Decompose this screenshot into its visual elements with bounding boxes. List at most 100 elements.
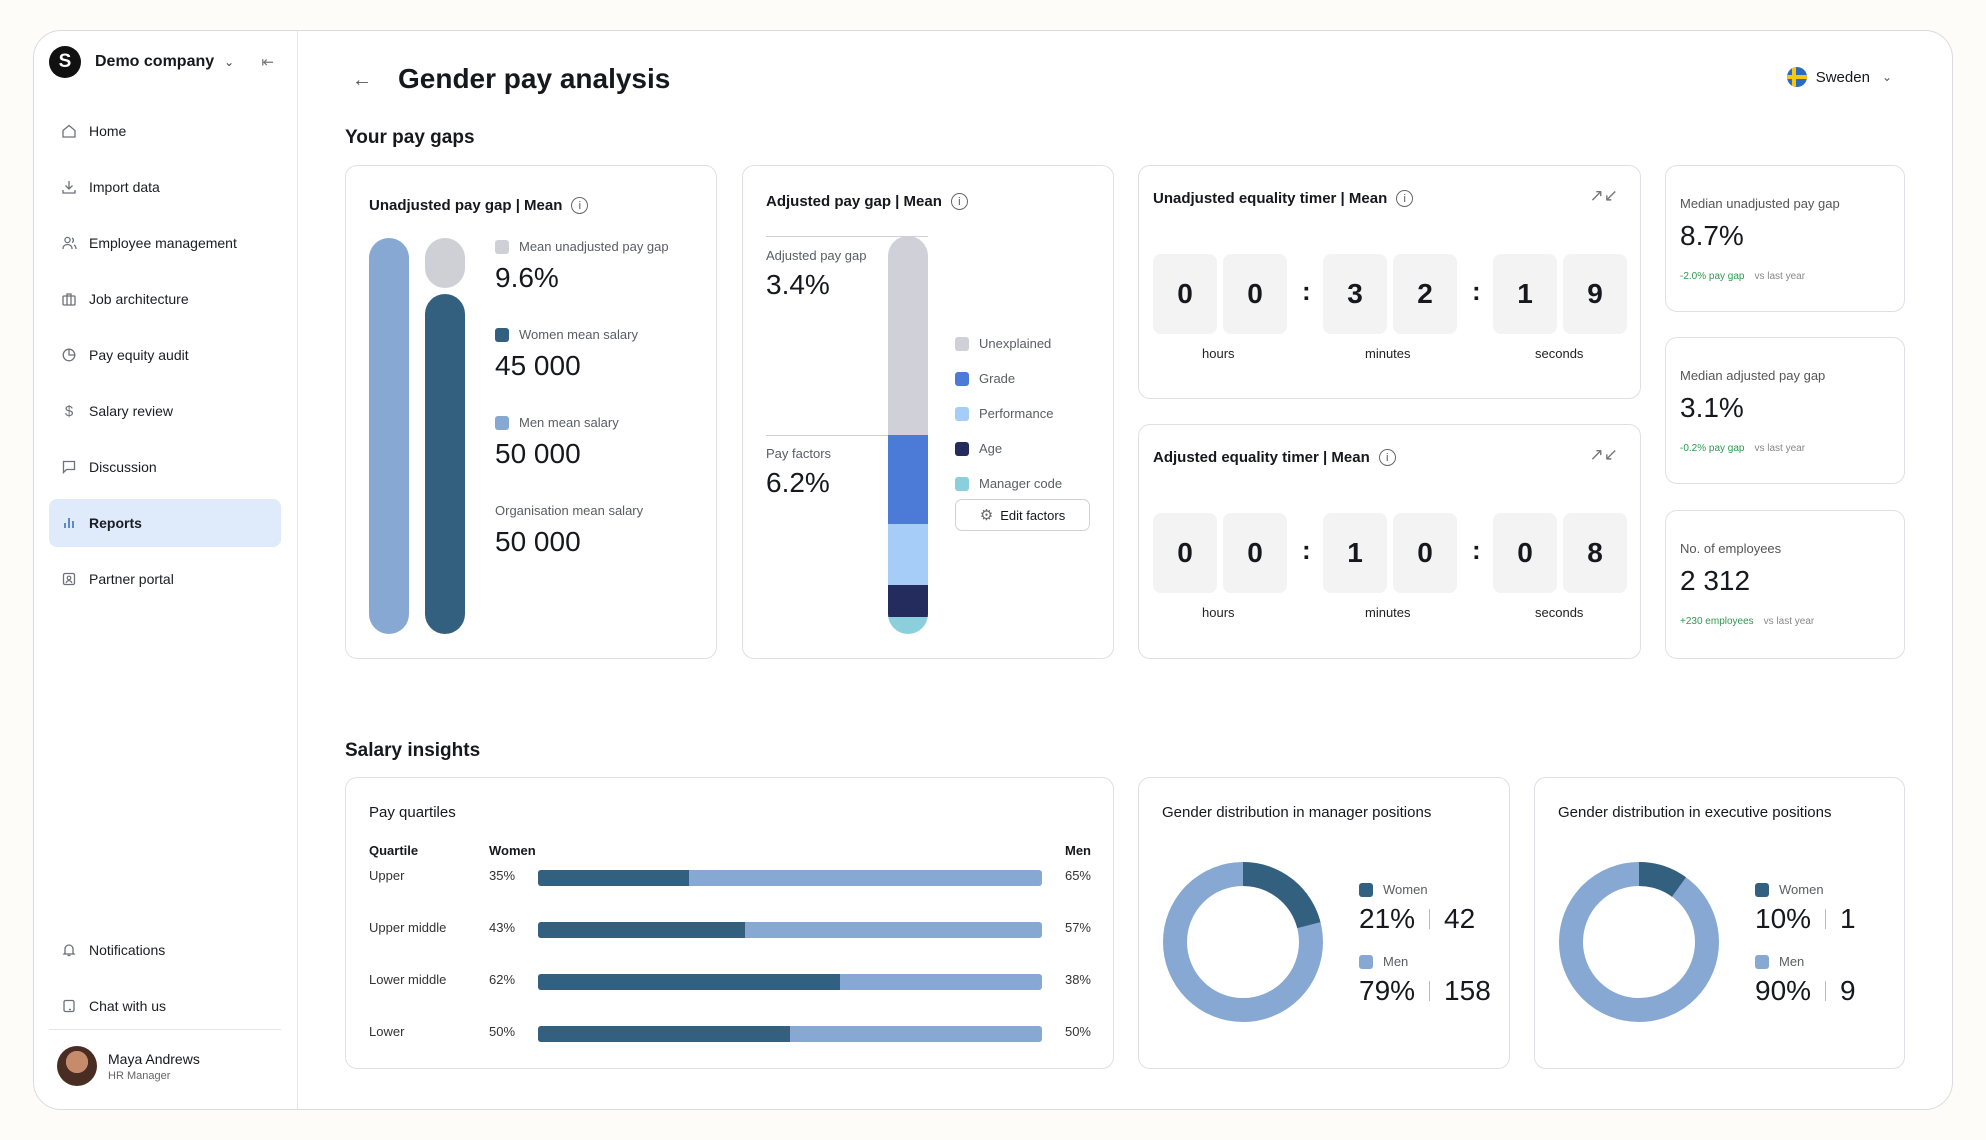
sidebar-item-label: Pay equity audit — [89, 347, 189, 363]
women-share-fill — [538, 870, 690, 886]
user-name: Maya Andrews — [108, 1050, 200, 1067]
timer-digit: 2 — [1393, 254, 1457, 334]
quartile-name: Upper — [369, 868, 405, 883]
timer-separator: : — [1472, 276, 1481, 306]
women-salary-bar — [425, 294, 465, 634]
sidebar-item-reports[interactable]: Reports — [49, 499, 281, 547]
women-percent: 50% — [489, 1024, 516, 1039]
stat-delta: +230 employees vs last year — [1680, 616, 1814, 627]
info-icon[interactable]: i — [1378, 449, 1396, 466]
women-percent: 62% — [489, 972, 516, 987]
sidebar-item-import-data[interactable]: Import data — [49, 163, 281, 211]
men-percent: 79% — [1359, 975, 1416, 1006]
factor-legend: Unexplained Grade Performance Age Manage… — [955, 326, 1062, 501]
sidebar-item-pay-equity-audit[interactable]: Pay equity audit — [49, 331, 281, 379]
women-slice — [1559, 862, 1719, 1022]
legend-swatch — [495, 415, 509, 430]
legend-org-salary: Organisation mean salary 50 000 — [495, 503, 643, 558]
timer-separator: : — [1302, 535, 1311, 565]
card-title: Gender distribution in executive positio… — [1558, 804, 1832, 821]
sidebar-item-chat[interactable]: Chat with us — [49, 982, 281, 1030]
legend-value: 45 000 — [495, 350, 581, 381]
sidebar-item-discussion[interactable]: Discussion — [49, 443, 281, 491]
sidebar-item-label: Notifications — [89, 942, 166, 958]
info-icon[interactable]: i — [1396, 190, 1414, 207]
quartile-row: Lower middle 62% 38% — [346, 972, 1113, 992]
briefcase-icon — [61, 291, 77, 307]
sidebar-item-employee-management[interactable]: Employee management — [49, 219, 281, 267]
info-icon[interactable]: i — [950, 193, 968, 210]
card-title: Unadjusted pay gap | Mean — [369, 197, 563, 214]
info-icon[interactable]: i — [571, 197, 589, 214]
sidebar-item-notifications[interactable]: Notifications — [49, 926, 281, 974]
expand-icon[interactable]: ↗↙ — [1589, 186, 1619, 205]
company-name: Demo company — [95, 53, 215, 70]
edit-factors-button[interactable]: ⚙ Edit factors — [955, 499, 1090, 531]
sidebar-item-label: Salary review — [89, 403, 174, 419]
men-percent: 90% — [1755, 975, 1812, 1006]
sidebar-item-partner-portal[interactable]: Partner portal — [49, 555, 281, 603]
men-percent: 38% — [1064, 972, 1091, 987]
user-profile[interactable]: Maya Andrews HR Manager — [49, 1029, 281, 1086]
men-count: 9 — [1840, 975, 1856, 1006]
delta-value: -0.2% pay gap — [1680, 443, 1745, 454]
sidebar-item-label: Reports — [89, 515, 142, 531]
quartile-name: Lower middle — [369, 972, 447, 987]
back-arrow-icon[interactable]: ← — [352, 69, 372, 91]
legend-swatch — [495, 327, 509, 342]
women-percent: 43% — [489, 920, 516, 935]
stat-label: Median unadjusted pay gap — [1680, 196, 1840, 211]
expand-icon[interactable]: ↗↙ — [1589, 445, 1619, 464]
segment-manager-code — [888, 617, 928, 634]
stat-card-employees: No. of employees 2 312 +230 employees vs … — [1665, 510, 1905, 659]
legend-value: 50 000 — [495, 438, 581, 469]
quartile-row: Lower 50% 50% — [346, 1024, 1113, 1044]
legend-item: Manager code — [955, 466, 1062, 501]
timer-unit-label: hours — [1202, 605, 1235, 620]
men-percent: 57% — [1064, 920, 1091, 935]
chat-icon — [61, 998, 77, 1014]
legend-label: Age — [979, 441, 1003, 456]
sidebar-item-label: Discussion — [89, 459, 157, 475]
men-percent: 50% — [1064, 1024, 1091, 1039]
legend-women: Women 10% 1 — [1755, 882, 1856, 935]
timer-digit: 0 — [1153, 254, 1217, 334]
bar-chart-icon — [61, 515, 77, 531]
sidebar-item-job-architecture[interactable]: Job architecture — [49, 275, 281, 323]
collapse-sidebar-icon[interactable]: ⇤ — [261, 54, 274, 71]
adjusted-gap-value: 3.4% — [766, 269, 830, 300]
legend-men: Men 90% 9 — [1755, 954, 1856, 1007]
legend-swatch — [1755, 882, 1769, 897]
sidebar-item-label: Home — [89, 123, 127, 139]
legend-item: Performance — [955, 396, 1062, 431]
country-selector[interactable]: Sweden ⌄ — [1786, 67, 1892, 87]
timer-unit-label: minutes — [1365, 605, 1411, 620]
timer-unit-label: seconds — [1535, 605, 1584, 620]
legend-women: Women 21% 42 — [1359, 882, 1475, 935]
quartile-bar — [538, 870, 1042, 886]
bell-icon — [61, 942, 77, 958]
card-title: Adjusted equality timer | Mean — [1153, 449, 1370, 466]
legend-label: Men mean salary — [519, 415, 619, 430]
quartile-name: Lower — [369, 1024, 405, 1039]
executive-donut-chart — [1559, 862, 1719, 1022]
pay-factors-stat: Pay factors 6.2% — [766, 446, 831, 499]
stat-value: 2 312 — [1680, 565, 1751, 596]
unadjusted-equality-timer-card: Unadjusted equality timer | Mean i ↗↙ 0 … — [1138, 165, 1641, 399]
men-salary-bar — [369, 238, 409, 634]
legend-swatch — [1755, 954, 1769, 969]
women-share-fill — [538, 1026, 790, 1042]
sidebar-item-home[interactable]: Home — [49, 107, 281, 155]
timer-digit: 0 — [1393, 513, 1457, 593]
quartile-name: Upper middle — [369, 920, 447, 935]
company-switcher[interactable]: S Demo company ⌄ ⇤ — [49, 46, 274, 78]
women-count: 1 — [1840, 903, 1856, 934]
timer-digit: 1 — [1493, 254, 1557, 334]
country-label: Sweden — [1815, 68, 1870, 86]
user-role: HR Manager — [108, 1069, 171, 1082]
legend-item: Grade — [955, 361, 1062, 396]
message-icon — [61, 459, 77, 475]
adjusted-stack-bar — [888, 236, 928, 634]
women-percent: 21% — [1359, 903, 1416, 934]
sidebar-item-salary-review[interactable]: $ Salary review — [49, 387, 281, 435]
